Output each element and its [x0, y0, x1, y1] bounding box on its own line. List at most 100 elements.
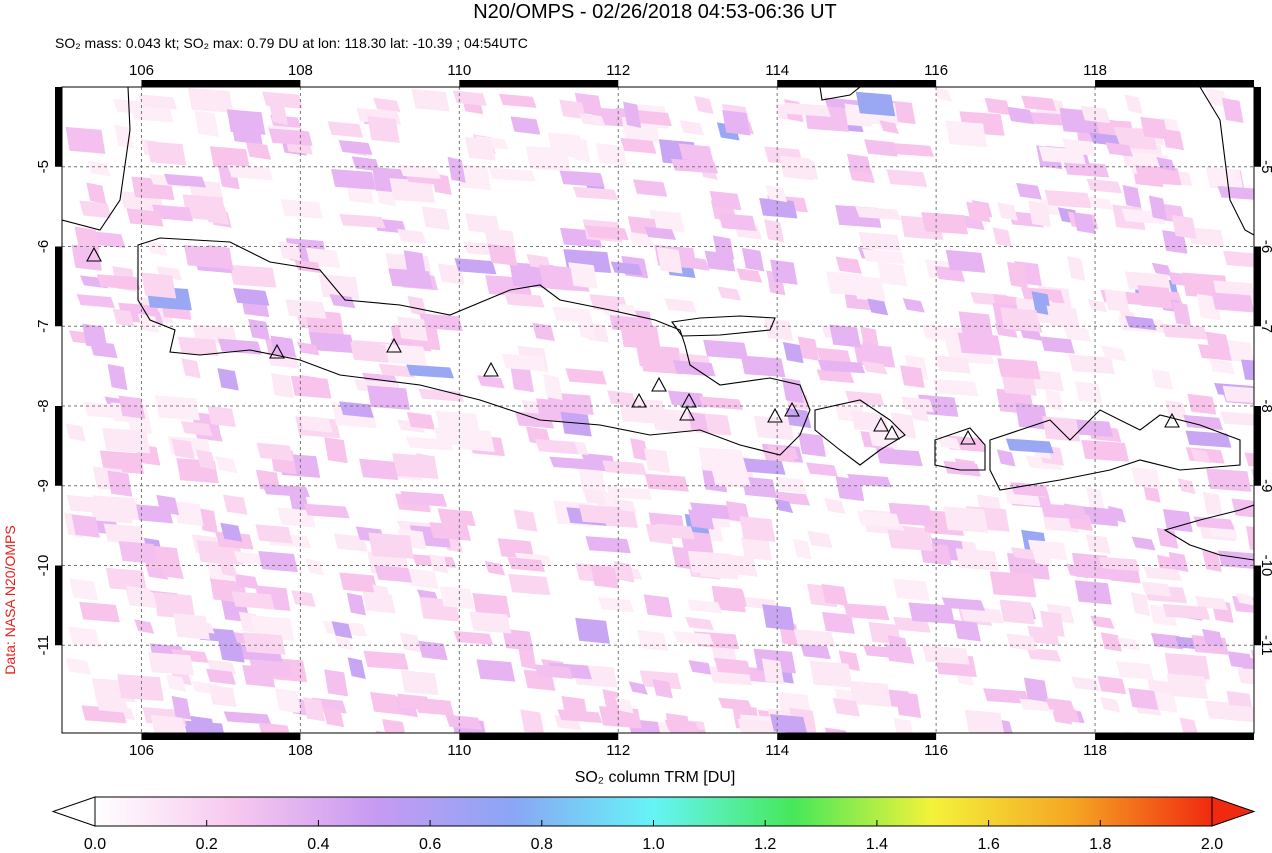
so2-cell — [1087, 196, 1114, 211]
so2-cell — [372, 584, 392, 605]
so2-cell — [1187, 227, 1225, 247]
so2-cell — [793, 538, 812, 560]
so2-cell — [777, 692, 812, 713]
so2-cell — [782, 341, 804, 364]
so2-cell — [331, 621, 353, 639]
so2-cell — [400, 491, 448, 507]
so2-cell — [153, 592, 196, 620]
so2-cell — [613, 561, 635, 582]
so2-cell — [559, 99, 587, 120]
so2-cell — [454, 258, 497, 275]
so2-cell — [1042, 416, 1081, 442]
so2-cell — [484, 561, 506, 576]
so2-cell — [932, 378, 979, 397]
so2-cell — [1162, 604, 1211, 620]
so2-cell — [633, 179, 668, 197]
so2-cell — [846, 153, 872, 174]
so2-cell — [275, 688, 302, 714]
x-tick-label: 116 — [924, 742, 948, 759]
so2-cell — [1107, 506, 1127, 523]
so2-cell — [487, 243, 518, 266]
so2-cell — [95, 695, 130, 714]
so2-cell — [997, 202, 1018, 221]
so2-cell — [205, 668, 236, 685]
so2-cell — [636, 110, 672, 127]
so2-cell — [578, 468, 607, 495]
border-bar — [141, 733, 301, 740]
volcano — [483, 361, 499, 377]
so2-cell — [291, 590, 316, 608]
so2-cell — [921, 212, 969, 235]
so2-cell — [1227, 339, 1254, 364]
so2-cell — [542, 374, 563, 401]
so2-cell — [1231, 498, 1254, 518]
so2-cell — [937, 435, 961, 450]
coastlines — [62, 87, 1254, 561]
so2-cell — [761, 658, 785, 685]
so2-cell — [572, 186, 619, 201]
so2-cell — [215, 455, 238, 474]
so2-cell — [1217, 185, 1254, 200]
volcano — [679, 405, 695, 421]
so2-cell — [452, 90, 487, 106]
colorbar-tick-label: 0.4 — [307, 836, 329, 853]
so2-cell — [465, 213, 501, 234]
coast-java — [137, 237, 811, 456]
so2-cell — [303, 697, 326, 722]
so2-cell — [92, 495, 140, 520]
so2-cell — [367, 116, 400, 143]
volcano — [269, 343, 285, 359]
so2-cell — [643, 594, 673, 618]
so2-cell — [798, 432, 826, 457]
so2-cell — [1166, 673, 1209, 699]
so2-cell — [150, 714, 186, 733]
so2-cell — [99, 450, 145, 475]
so2-cell — [233, 287, 270, 306]
so2-cell — [453, 630, 494, 645]
so2-cell — [1244, 452, 1254, 467]
so2-cell — [1209, 359, 1236, 375]
so2-cell — [908, 602, 955, 624]
so2-cell — [590, 564, 619, 589]
so2-cell — [709, 190, 742, 211]
so2-cell — [416, 452, 436, 478]
so2-cell — [718, 697, 753, 711]
so2-cell — [1124, 94, 1143, 114]
so2-cell — [941, 597, 986, 611]
so2-cell — [585, 536, 631, 554]
so2-cell — [996, 449, 1016, 467]
so2-cell — [984, 97, 1011, 116]
so2-cell — [359, 458, 399, 481]
so2-cell — [154, 395, 200, 421]
y-tick-label: -8 — [1258, 399, 1272, 412]
so2-cell — [405, 436, 454, 451]
so2-cell — [1087, 299, 1108, 313]
so2-cell — [396, 693, 432, 711]
so2-cell — [1098, 556, 1140, 572]
so2-cell — [933, 87, 953, 102]
so2-cell — [783, 102, 831, 117]
so2-cell — [576, 314, 597, 340]
so2-cell — [229, 264, 277, 288]
so2-cell — [242, 632, 286, 655]
so2-cell — [943, 460, 982, 477]
y-tick-label: -7 — [1258, 320, 1272, 333]
so2-cell — [146, 141, 187, 166]
so2-cell — [117, 674, 164, 702]
colorbar-tick-label: 0.0 — [84, 836, 106, 853]
border-bar — [1254, 406, 1261, 486]
so2-cell — [862, 341, 881, 367]
so2-cell — [1201, 628, 1224, 648]
so2-cell — [829, 324, 862, 348]
so2-cell — [1040, 336, 1075, 354]
so2-cell — [1221, 704, 1254, 723]
so2-cell — [703, 339, 749, 360]
so2-cell — [378, 363, 415, 378]
so2-cell — [824, 498, 846, 515]
so2-cell — [539, 264, 575, 291]
so2-field — [64, 87, 1254, 733]
x-tick-label: 116 — [924, 62, 948, 79]
so2-cell — [1063, 161, 1110, 178]
so2-cell — [79, 601, 120, 623]
subtitle: SO₂ mass: 0.043 kt; SO₂ max: 0.79 DU at … — [55, 35, 528, 51]
